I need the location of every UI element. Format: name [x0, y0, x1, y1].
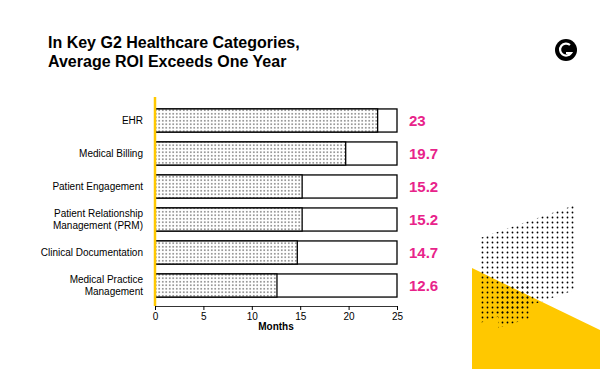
x-tick: 15 — [295, 306, 307, 322]
bar — [155, 241, 297, 264]
x-axis: 0 5 10 15 20 25 — [153, 306, 404, 322]
y-tick: Patient RelationshipManagement (PRM) — [53, 208, 143, 231]
x-tick-mark — [300, 306, 301, 310]
x-tick: 20 — [344, 306, 356, 322]
x-axis-title: Months — [258, 321, 294, 332]
bars — [155, 109, 397, 297]
x-tick: 5 — [201, 306, 207, 322]
bar — [155, 142, 346, 165]
y-tick: Patient Engagement — [52, 181, 143, 192]
x-tick-label: 25 — [392, 311, 404, 322]
bar-track — [155, 175, 397, 198]
bar — [155, 208, 302, 231]
y-tick-label: Patient RelationshipManagement (PRM) — [53, 208, 143, 231]
chart: In Key G2 Healthcare Categories,Average … — [0, 0, 600, 369]
x-tick-label: 5 — [201, 311, 207, 322]
x-tick-mark — [155, 306, 156, 310]
decoration — [472, 205, 600, 369]
bar-track — [155, 142, 397, 165]
x-tick-label: 15 — [295, 311, 307, 322]
y-tick: Clinical Documentation — [41, 247, 143, 258]
data-label: 19.7 — [409, 145, 438, 162]
y-tick: Medical Billing — [79, 148, 143, 159]
bar-track — [155, 208, 397, 231]
x-tick: 0 — [153, 306, 159, 322]
bar-track — [155, 109, 397, 132]
logo-circle — [555, 39, 577, 61]
y-tick-label: Clinical Documentation — [41, 247, 143, 258]
y-tick: EHR — [122, 115, 143, 126]
y-tick: Medical PracticeManagement — [70, 274, 144, 297]
bar — [155, 109, 378, 132]
logo-mark — [560, 44, 571, 56]
bar-track — [155, 241, 397, 264]
data-label: 15.2 — [409, 178, 438, 195]
x-tick-mark — [397, 306, 398, 310]
data-label: 23 — [409, 112, 426, 129]
logo — [555, 39, 577, 61]
data-label: 12.6 — [409, 277, 438, 294]
deco-dots — [498, 280, 530, 328]
x-axis-line — [156, 306, 398, 307]
data-label: 14.7 — [409, 244, 438, 261]
bar — [155, 274, 277, 297]
x-tick-label: 0 — [153, 311, 159, 322]
x-tick: 10 — [247, 306, 259, 322]
y-tick-label: Patient Engagement — [52, 181, 143, 192]
y-tick-label: EHR — [122, 115, 143, 126]
x-tick-mark — [349, 306, 350, 310]
y-tick-label: Medical Billing — [79, 148, 143, 159]
x-tick: 25 — [392, 306, 404, 322]
data-labels: 23 19.7 15.2 15.2 14.7 12.6 — [409, 112, 438, 294]
y-tick-label: Medical PracticeManagement — [70, 274, 144, 297]
x-tick-label: 20 — [344, 311, 356, 322]
title: In Key G2 Healthcare Categories,Average … — [48, 34, 300, 70]
y-axis: EHR Medical Billing Patient Engagement Pati… — [41, 97, 155, 306]
x-tick-label: 10 — [247, 311, 259, 322]
bar — [155, 175, 302, 198]
data-label: 15.2 — [409, 211, 438, 228]
x-tick-mark — [203, 306, 204, 310]
y-axis-line — [154, 97, 157, 306]
bar-track — [155, 274, 397, 297]
x-tick-mark — [252, 306, 253, 310]
